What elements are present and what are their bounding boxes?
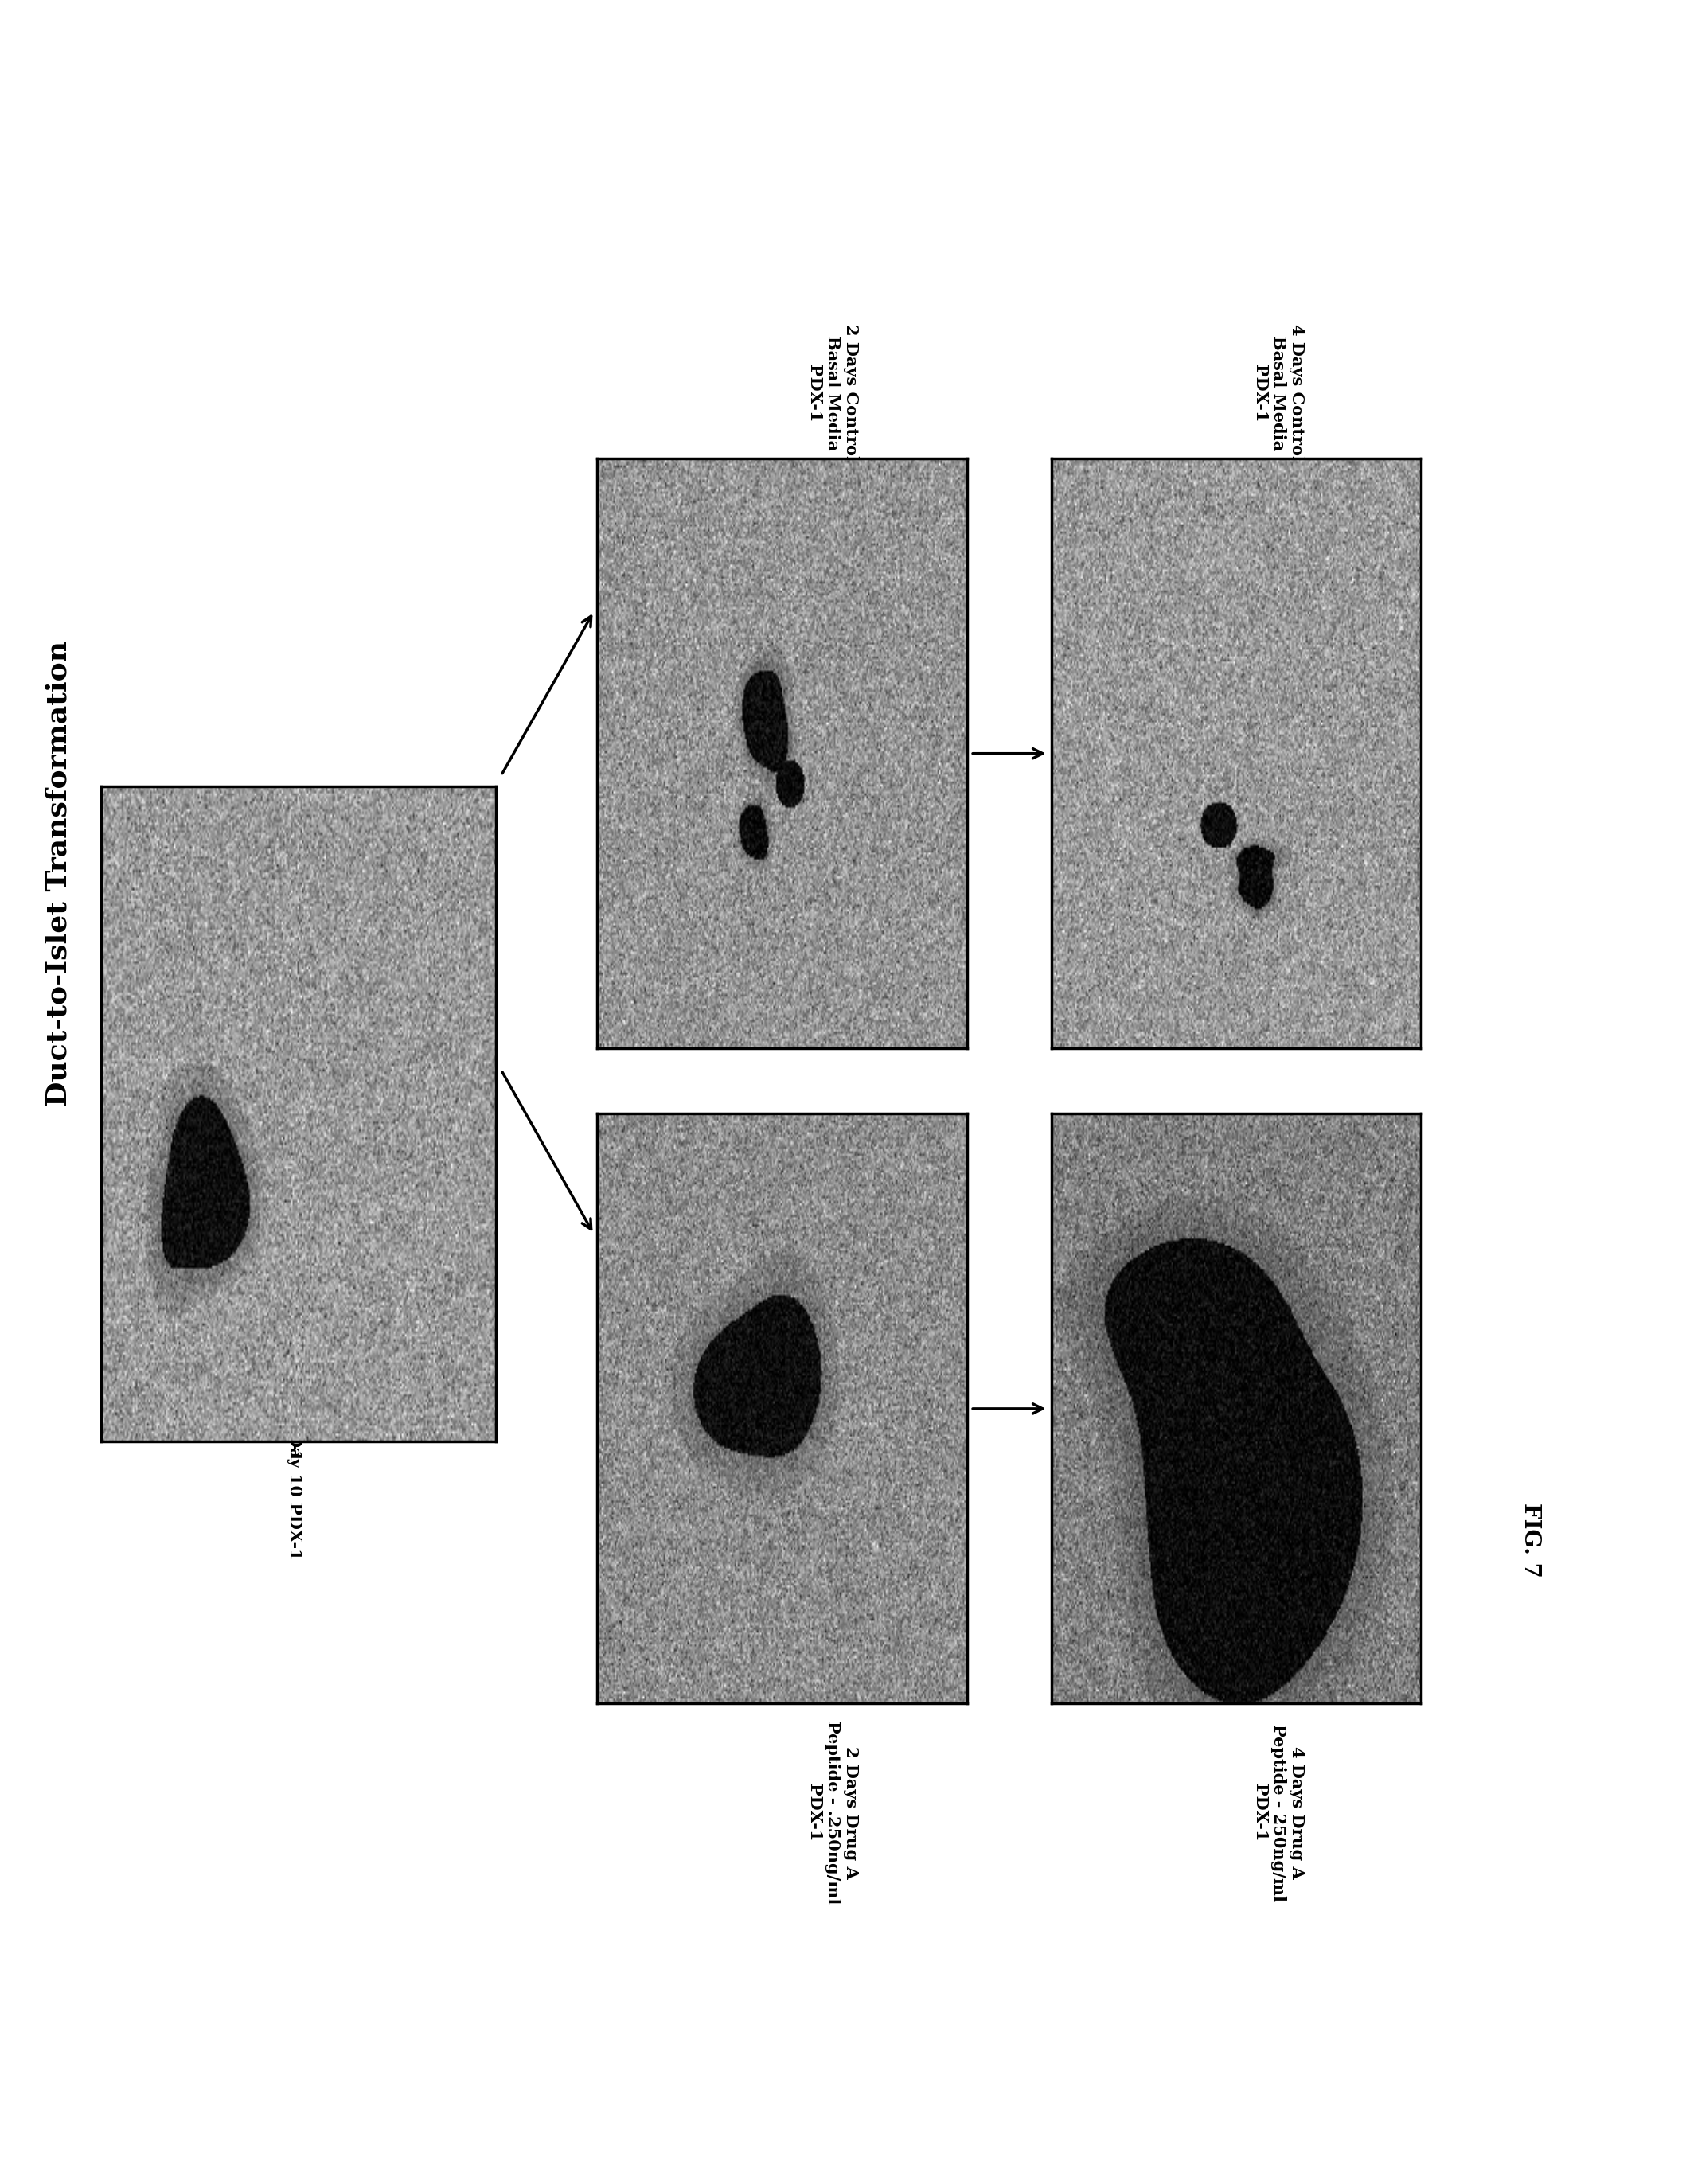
Text: 4 Days Drug A
Peptide - 250ng/ml
PDX-1: 4 Days Drug A Peptide - 250ng/ml PDX-1 [1251,1723,1305,1902]
Text: Duct-to-Islet Transformation: Duct-to-Islet Transformation [45,640,72,1107]
Text: Day 10 PDX-1: Day 10 PDX-1 [286,1334,303,1461]
Text: Day 10 PDX-1: Day 10 PDX-1 [286,1433,303,1559]
Text: 4 Days Control
Basal Media
PDX-1: 4 Days Control Basal Media PDX-1 [1251,323,1305,463]
Text: FIG. 7: FIG. 7 [1521,1503,1541,1577]
Text: 2 Days Control
Basal Media
PDX-1: 2 Days Control Basal Media PDX-1 [806,323,860,463]
Text: 2 Days Drug A
Peptide - .250ng/ml
PDX-1: 2 Days Drug A Peptide - .250ng/ml PDX-1 [806,1721,860,1904]
